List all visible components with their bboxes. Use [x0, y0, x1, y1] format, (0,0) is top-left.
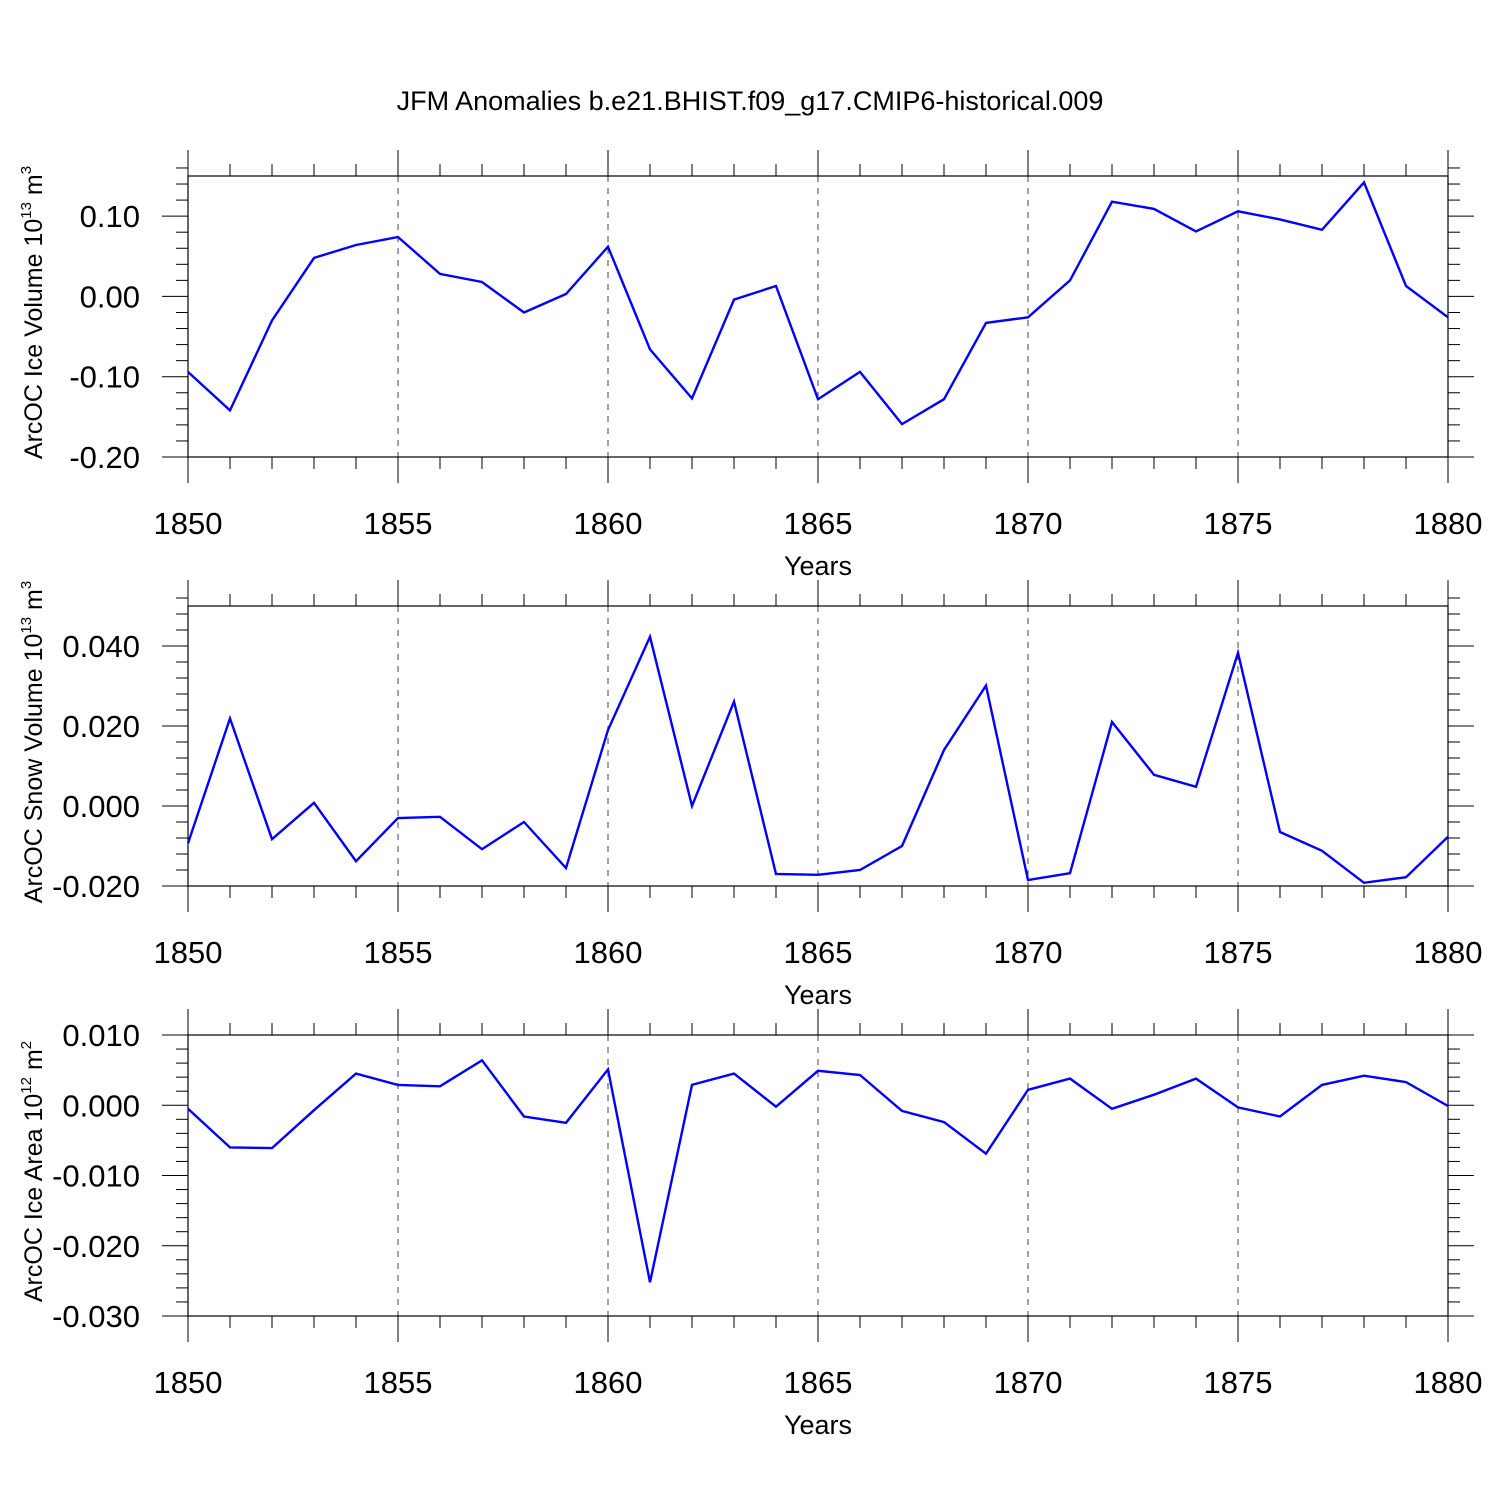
y-tick-label: -0.10 [69, 360, 140, 395]
panel-ice-volume: 1850 1855 1860 1865 1870 1875 1880 -0.20 -0.10 0.… [18, 150, 1482, 581]
panel-snow-volume: 1850 1855 1860 1865 1870 1875 1880 -0.020 0.000 0… [18, 580, 1482, 1010]
y-tick-label: -0.030 [52, 1299, 140, 1334]
y-tick-label: -0.020 [52, 869, 140, 904]
x-tick-label: 1870 [994, 1365, 1063, 1400]
x-tick-label: 1875 [1204, 1365, 1273, 1400]
x-tick-label: 1865 [784, 1365, 853, 1400]
x-tick-label: 1880 [1414, 506, 1483, 541]
y-axis-title: ArcOC Ice Area 1012 m2 [18, 1041, 48, 1302]
panels: 1850 1855 1860 1865 1870 1875 1880 -0.20 -0.10 0.… [18, 150, 1482, 1440]
y-tick-label: 0.000 [62, 789, 140, 824]
y-tick-label: -0.020 [52, 1229, 140, 1264]
x-tick-label: 1855 [364, 506, 433, 541]
plot-frame [187, 1034, 1449, 1317]
y-axis-title: ArcOC Ice Volume 1013 m3 [18, 166, 48, 459]
y-tick-label: 0.000 [62, 1088, 140, 1123]
y-tick-label: 0.020 [62, 709, 140, 744]
x-tick-label: 1875 [1204, 506, 1273, 541]
series-line-snow-volume [186, 633, 1449, 885]
x-axis-title: Years [784, 551, 852, 581]
series-line-ice-volume [187, 180, 1449, 426]
plot-frame [187, 175, 1449, 458]
y-tick-label: 0.10 [80, 199, 140, 234]
y-tick-label: 0.040 [62, 629, 140, 664]
x-tick-label: 1850 [154, 1365, 223, 1400]
x-tick-label: 1865 [784, 935, 853, 970]
y-tick-label: 0.00 [80, 279, 140, 314]
y-axis-title: ArcOC Snow Volume 1013 m3 [18, 581, 48, 903]
panel-ice-area: 1850 1855 1860 1865 1870 1875 1880 -0.030 -0.020… [18, 1009, 1482, 1440]
x-tick-label: 1860 [574, 1365, 643, 1400]
x-tick-label: 1870 [994, 506, 1063, 541]
x-tick-label: 1865 [784, 506, 853, 541]
x-tick-label: 1880 [1414, 1365, 1483, 1400]
figure-title: JFM Anomalies b.e21.BHIST.f09_g17.CMIP6-… [397, 86, 1104, 116]
x-tick-label: 1875 [1204, 935, 1273, 970]
x-axis-title: Years [784, 1410, 852, 1440]
x-tick-label: 1860 [574, 935, 643, 970]
y-tick-label: -0.010 [52, 1159, 140, 1194]
y-tick-label: 0.010 [62, 1018, 140, 1053]
x-tick-label: 1860 [574, 506, 643, 541]
y-tick-label: -0.20 [69, 440, 140, 475]
x-tick-label: 1855 [364, 935, 433, 970]
x-axis-title: Years [784, 980, 852, 1010]
x-tick-label: 1850 [154, 935, 223, 970]
x-tick-label: 1855 [364, 1365, 433, 1400]
x-tick-label: 1880 [1414, 935, 1483, 970]
x-tick-label: 1850 [154, 506, 223, 541]
x-tick-label: 1870 [994, 935, 1063, 970]
